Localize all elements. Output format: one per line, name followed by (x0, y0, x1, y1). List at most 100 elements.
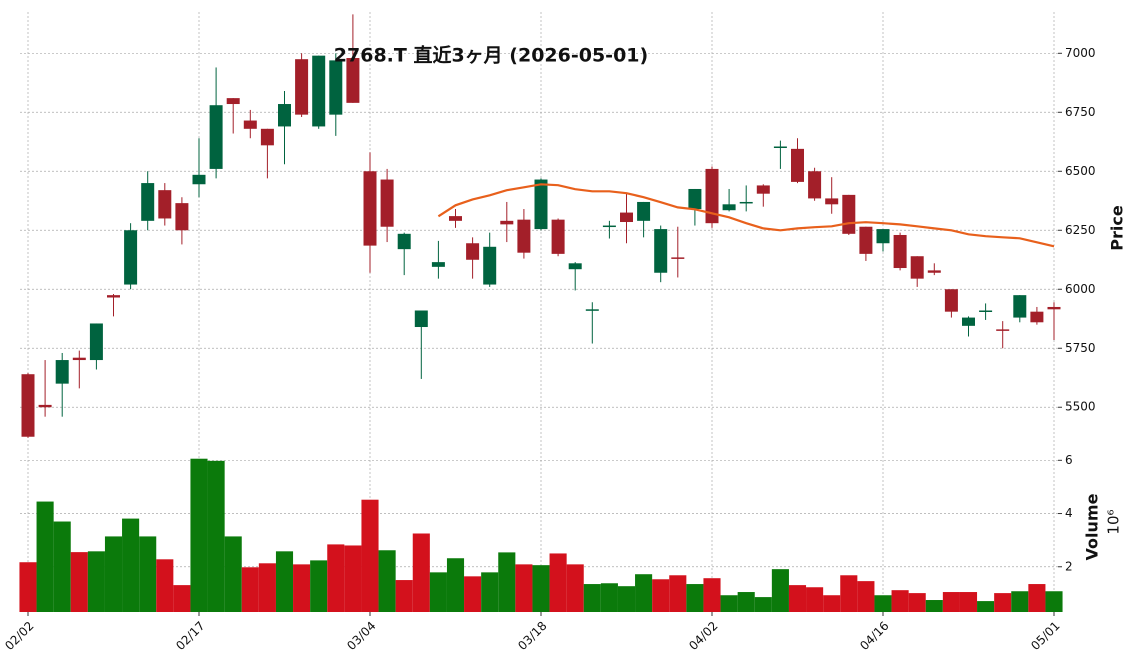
candle-body (483, 246, 497, 285)
volume-bar (977, 601, 995, 612)
x-tick-label: 02/02 (2, 619, 36, 653)
volume-bar (498, 552, 516, 612)
candle-body (72, 357, 86, 361)
grid (20, 12, 1058, 612)
volume-bar (771, 569, 789, 612)
candle-body (141, 183, 155, 221)
volume-bar (686, 584, 704, 612)
volume-bar (446, 558, 465, 612)
volume-bar (703, 578, 721, 612)
candle-body (944, 289, 958, 312)
moving-average-line (437, 183, 1055, 248)
candle-body (927, 270, 941, 273)
candle-body (620, 212, 633, 223)
y-tick-label: 2 (1065, 559, 1073, 573)
candle-body (893, 234, 907, 269)
candle-body (431, 262, 445, 267)
y-tick-label: 5500 (1065, 400, 1096, 414)
candle-body (1013, 295, 1027, 318)
volume-bar (156, 559, 174, 612)
volume-bar (139, 536, 157, 612)
y-tick-label: 6000 (1065, 282, 1096, 296)
x-tick-label: 02/17 (173, 619, 207, 653)
volume-bar (241, 567, 259, 612)
volume-bar (754, 597, 772, 612)
candle-body (637, 201, 651, 221)
candle-body (158, 190, 172, 219)
volume-bar (429, 572, 447, 612)
candle-body (414, 310, 428, 328)
volume-bar (395, 580, 413, 612)
candle-body (55, 360, 69, 384)
volume-bar (104, 536, 123, 612)
volume-bar (959, 592, 978, 612)
candle-body (226, 98, 240, 105)
candle-body (671, 257, 685, 259)
candle-body (192, 174, 206, 185)
candle-body (380, 179, 394, 227)
volume-bar (275, 551, 294, 612)
candle-body (175, 203, 189, 231)
candle-body (791, 148, 804, 182)
candle-body (859, 226, 873, 254)
volume-bar (173, 585, 191, 612)
volume-bar (87, 551, 105, 612)
volume-axis-label: Volume (1083, 493, 1102, 560)
volume-bar (327, 544, 345, 612)
candle-body (38, 404, 52, 408)
candle-body (534, 179, 548, 230)
candle-body (1030, 311, 1044, 323)
volume-bar (617, 586, 636, 612)
volume-bar (549, 553, 567, 612)
volume-bar (207, 460, 225, 612)
candle-body (1047, 306, 1061, 310)
candle-body (773, 146, 787, 149)
volume-bar (224, 536, 242, 612)
candle-body (312, 55, 326, 127)
volume-bar (994, 593, 1012, 612)
candle-body (910, 256, 924, 279)
volume-bar (583, 584, 601, 612)
candle-body (568, 263, 582, 270)
y-tick-label: 6750 (1065, 105, 1096, 119)
volume-bar (464, 576, 482, 612)
volume-bar (481, 572, 499, 612)
x-tick-label: 04/02 (686, 619, 720, 653)
volume-bar (258, 563, 276, 612)
volume-bar (190, 458, 208, 612)
volume-bar (566, 564, 584, 612)
volume-bar (925, 600, 943, 612)
volume-bar (635, 574, 653, 612)
y-tick-label: 7000 (1065, 46, 1096, 60)
candle-body (449, 216, 462, 221)
candle-body (996, 329, 1010, 331)
candle-body (278, 104, 291, 127)
candle-body (876, 229, 890, 244)
y-tick-label: 4 (1065, 506, 1073, 520)
candle-body (107, 295, 120, 298)
volume-bar (1045, 591, 1063, 612)
candle-body (654, 229, 668, 273)
volume-bar (53, 521, 71, 612)
x-tick-label: 05/01 (1028, 619, 1062, 653)
candle-body (756, 185, 770, 194)
candle-body (602, 225, 616, 228)
y-tick-label: 5750 (1065, 341, 1096, 355)
volume-bar (840, 575, 858, 612)
candle-body (705, 168, 719, 224)
volume-bar (908, 593, 926, 612)
candle-body (124, 230, 138, 285)
volume-bar (293, 564, 311, 612)
candle-body (688, 188, 702, 210)
volume-bar (19, 562, 37, 612)
volume-offset-label: 10⁶ (1105, 509, 1123, 534)
volume-bar (412, 533, 430, 612)
volume-bar (942, 592, 960, 612)
candle-body (363, 171, 377, 246)
candle-body (21, 374, 35, 437)
candle-body (500, 220, 514, 225)
volume-bar (891, 590, 909, 612)
volume-bar (1028, 584, 1046, 612)
volume-bar (874, 595, 892, 612)
